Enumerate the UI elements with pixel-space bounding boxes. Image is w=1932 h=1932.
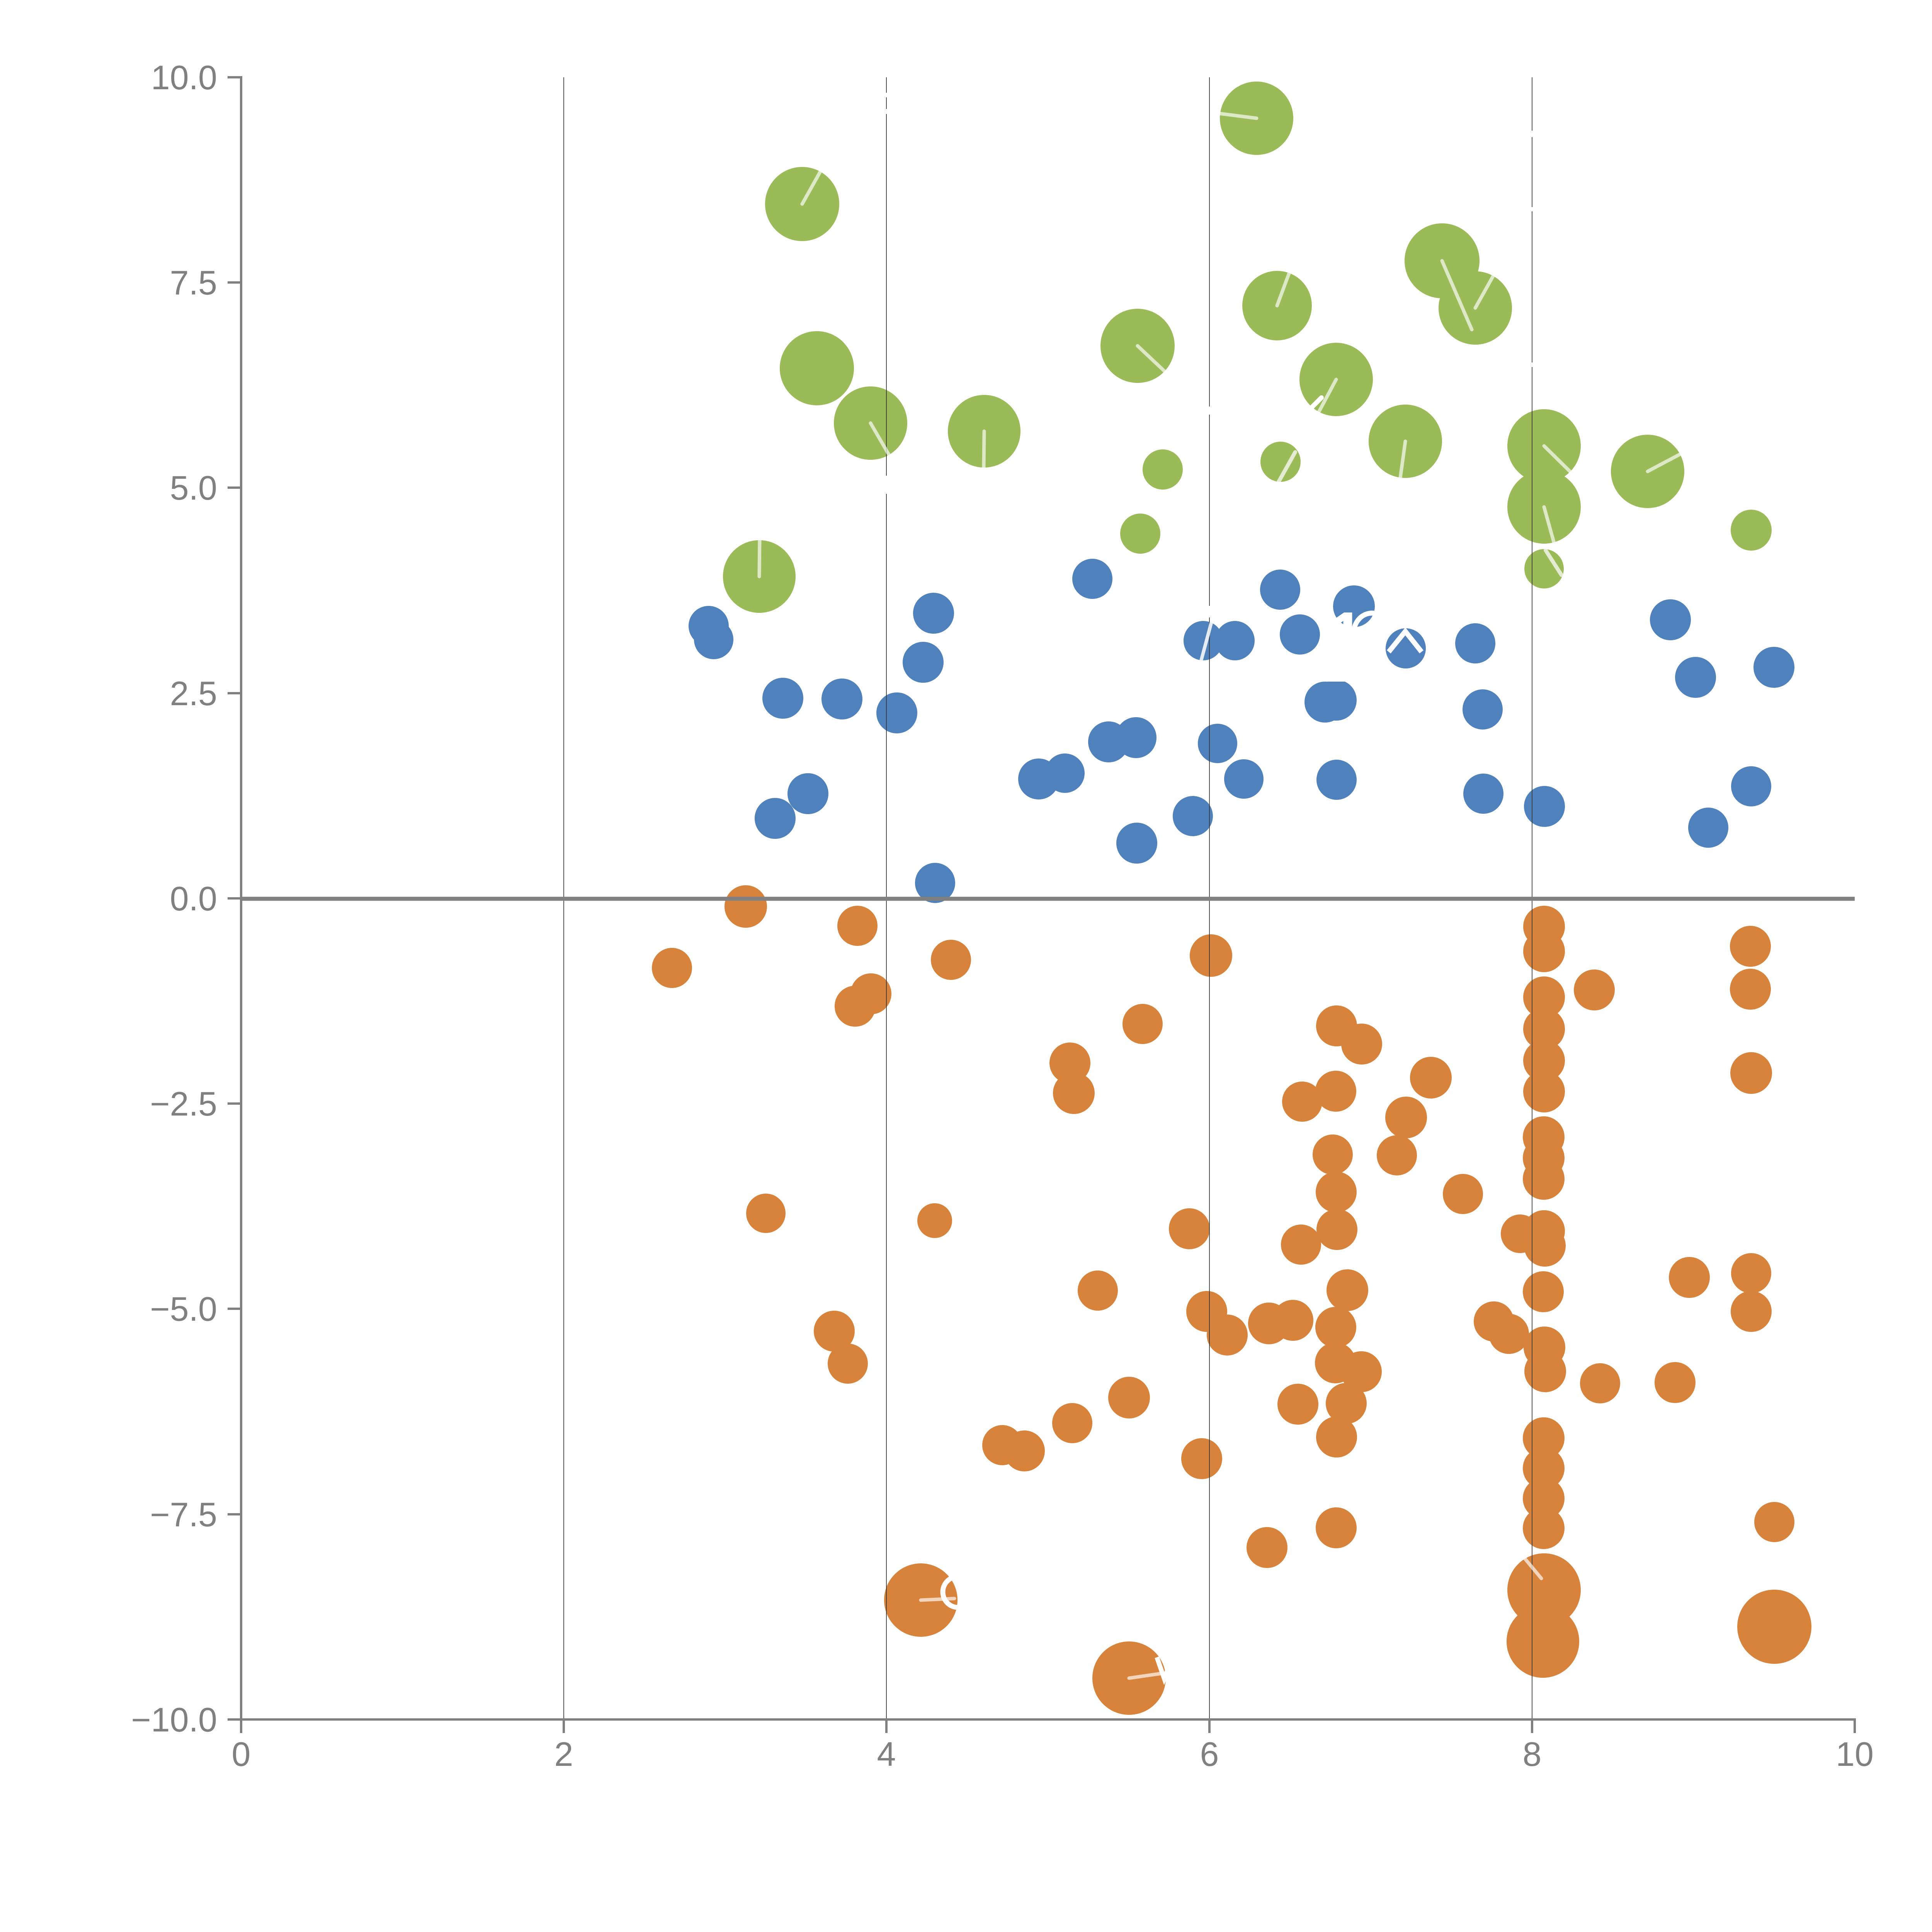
svg-text:0: 0 bbox=[232, 1735, 251, 1773]
svg-text:10: 10 bbox=[1836, 1735, 1874, 1773]
svg-text:8: 8 bbox=[1523, 1735, 1542, 1773]
svg-text:−5.0: −5.0 bbox=[150, 1290, 217, 1328]
svg-text:6: 6 bbox=[1200, 1735, 1219, 1773]
svg-text:5.0: 5.0 bbox=[170, 469, 217, 507]
svg-text:10.0: 10.0 bbox=[151, 58, 217, 97]
svg-text:−10.0: −10.0 bbox=[131, 1701, 217, 1739]
svg-text:4: 4 bbox=[877, 1735, 896, 1773]
svg-text:7.5: 7.5 bbox=[170, 264, 217, 302]
svg-text:1: 1 bbox=[1318, 591, 1374, 703]
svg-text:0.0: 0.0 bbox=[170, 879, 217, 918]
svg-text:−2.5: −2.5 bbox=[150, 1085, 217, 1123]
svg-text:2: 2 bbox=[554, 1735, 573, 1773]
svg-text:−7.5: −7.5 bbox=[150, 1495, 217, 1534]
svg-text:2.5: 2.5 bbox=[170, 674, 217, 713]
